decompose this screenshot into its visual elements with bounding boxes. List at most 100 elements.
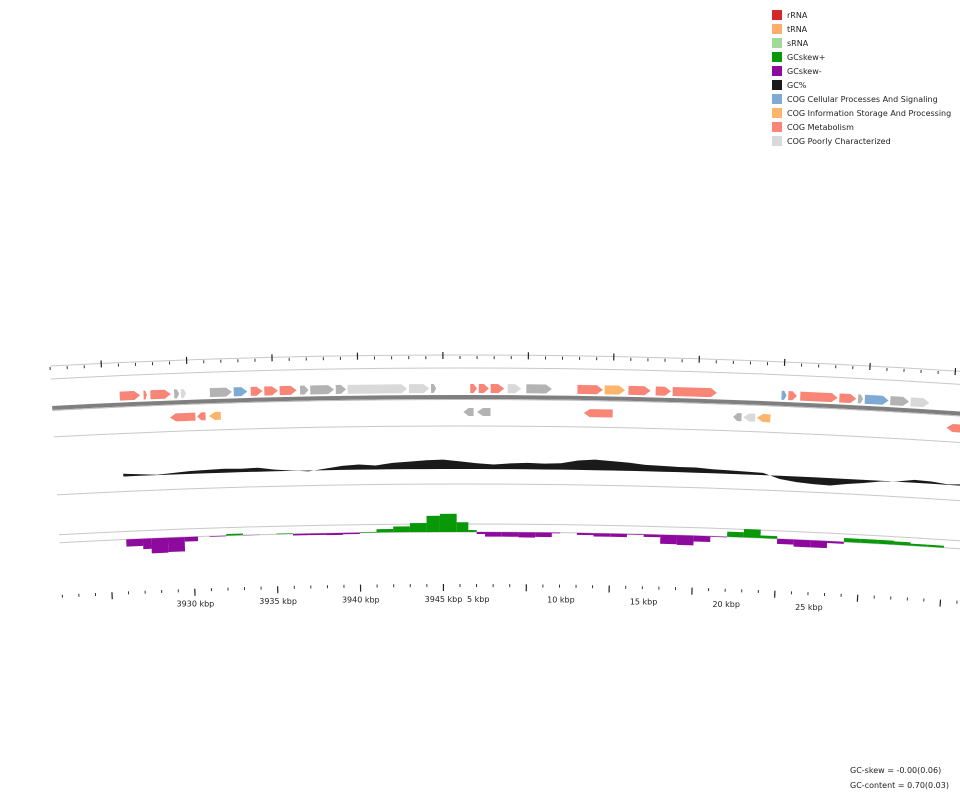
gc-content-area xyxy=(123,460,960,491)
position-label: 3940 kbp xyxy=(342,596,380,605)
reverse-gene xyxy=(463,408,473,416)
forward-gene xyxy=(491,384,505,393)
gc-skew-track xyxy=(126,514,960,555)
track-ring xyxy=(57,484,960,507)
gc-skew-positive xyxy=(427,516,440,532)
reverse-gene xyxy=(170,413,196,422)
legend-item: tRNA xyxy=(772,22,951,36)
legend-swatch-icon xyxy=(772,108,782,118)
track-ring xyxy=(51,368,960,391)
forward-gene xyxy=(890,396,909,406)
legend-label: COG Information Storage And Processing xyxy=(787,109,951,118)
legend-label: COG Poorly Characterized xyxy=(787,137,891,146)
gc-skew-negative xyxy=(777,539,794,545)
legend: rRNA tRNA sRNA GCskew+ GCskew- GC% COG Cellula… xyxy=(772,8,951,148)
track-rings xyxy=(50,355,960,555)
gc-skew-negative xyxy=(310,533,327,535)
position-label: 3930 kbp xyxy=(177,600,215,609)
legend-label: rRNA xyxy=(787,11,807,20)
legend-swatch-icon xyxy=(772,80,782,90)
gc-content-track xyxy=(123,460,960,491)
gc-skew-negative xyxy=(644,534,661,537)
position-label: 10 kbp xyxy=(547,596,575,605)
gc-skew-negative xyxy=(577,533,594,535)
forward-gene xyxy=(348,384,408,394)
gc-skew-negative xyxy=(326,533,343,535)
reverse-gene xyxy=(209,412,221,420)
gc-skew-positive xyxy=(440,514,457,532)
forward-gene xyxy=(143,391,147,400)
legend-swatch-icon xyxy=(772,10,782,20)
gc-skew-stat: GC-skew = -0.00(0.06) xyxy=(850,765,949,780)
forward-gene xyxy=(577,385,603,394)
outer-tick-ring xyxy=(50,352,960,382)
reverse-strand-genes xyxy=(170,408,960,437)
forward-gene xyxy=(431,384,436,393)
gc-skew-negative xyxy=(810,540,827,548)
forward-gene xyxy=(800,392,838,402)
gc-skew-negative xyxy=(185,537,199,542)
gc-skew-negative xyxy=(343,533,360,535)
forward-gene xyxy=(310,385,334,394)
forward-gene xyxy=(251,387,263,396)
forward-gene xyxy=(470,384,477,393)
legend-swatch-icon xyxy=(772,38,782,48)
forward-gene xyxy=(479,384,489,393)
legend-label: GCskew+ xyxy=(787,53,825,62)
forward-gene xyxy=(605,385,626,394)
legend-swatch-icon xyxy=(772,52,782,62)
gc-skew-positive xyxy=(468,530,476,532)
legend-label: COG Metabolism xyxy=(787,123,854,132)
legend-item: rRNA xyxy=(772,8,951,22)
legend-swatch-icon xyxy=(772,136,782,146)
gc-skew-negative xyxy=(151,538,168,554)
legend-swatch-icon xyxy=(772,66,782,76)
gc-skew-positive xyxy=(457,522,469,532)
reverse-gene xyxy=(733,413,742,421)
legend-item: COG Cellular Processes And Signaling xyxy=(772,92,951,106)
position-label: 5 kbp xyxy=(467,595,489,604)
gc-skew-negative xyxy=(535,532,552,537)
legend-swatch-icon xyxy=(772,94,782,104)
track-ring xyxy=(54,426,960,449)
gc-skew-negative xyxy=(518,532,535,537)
gc-skew-negative xyxy=(485,532,502,537)
forward-gene xyxy=(656,387,671,396)
reverse-gene xyxy=(197,412,206,420)
gc-skew-negative xyxy=(143,538,152,549)
position-label: 20 kbp xyxy=(712,600,740,609)
forward-gene xyxy=(336,385,346,394)
legend-item: COG Metabolism xyxy=(772,120,951,134)
legend-label: GC% xyxy=(787,81,806,90)
legend-item: GCskew- xyxy=(772,64,951,78)
legend-item: COG Poorly Characterized xyxy=(772,134,951,148)
gc-skew-negative xyxy=(694,536,711,542)
legend-item: COG Information Storage And Processing xyxy=(772,106,951,120)
gc-content-stat: GC-content = 0.70(0.03) xyxy=(850,780,949,795)
legend-swatch-icon xyxy=(772,122,782,132)
forward-gene xyxy=(781,391,786,400)
forward-gene xyxy=(234,387,248,396)
reverse-gene xyxy=(584,409,613,417)
forward-gene xyxy=(280,386,297,395)
gc-skew-negative xyxy=(477,532,485,534)
forward-gene xyxy=(409,384,429,393)
gc-skew-positive xyxy=(410,523,427,532)
forward-gene xyxy=(628,386,650,395)
legend-label: sRNA xyxy=(787,39,808,48)
forward-gene xyxy=(508,384,522,393)
legend-item: GCskew+ xyxy=(772,50,951,64)
position-label: 25 kbp xyxy=(795,603,823,612)
forward-gene xyxy=(181,389,186,398)
forward-gene xyxy=(120,391,141,401)
reverse-gene xyxy=(477,408,491,416)
reverse-gene xyxy=(947,424,960,433)
legend-label: tRNA xyxy=(787,25,807,34)
forward-gene xyxy=(300,386,309,395)
gc-skew-negative xyxy=(677,535,694,545)
forward-gene xyxy=(673,387,717,397)
forward-gene xyxy=(910,397,929,407)
forward-gene xyxy=(150,390,171,400)
